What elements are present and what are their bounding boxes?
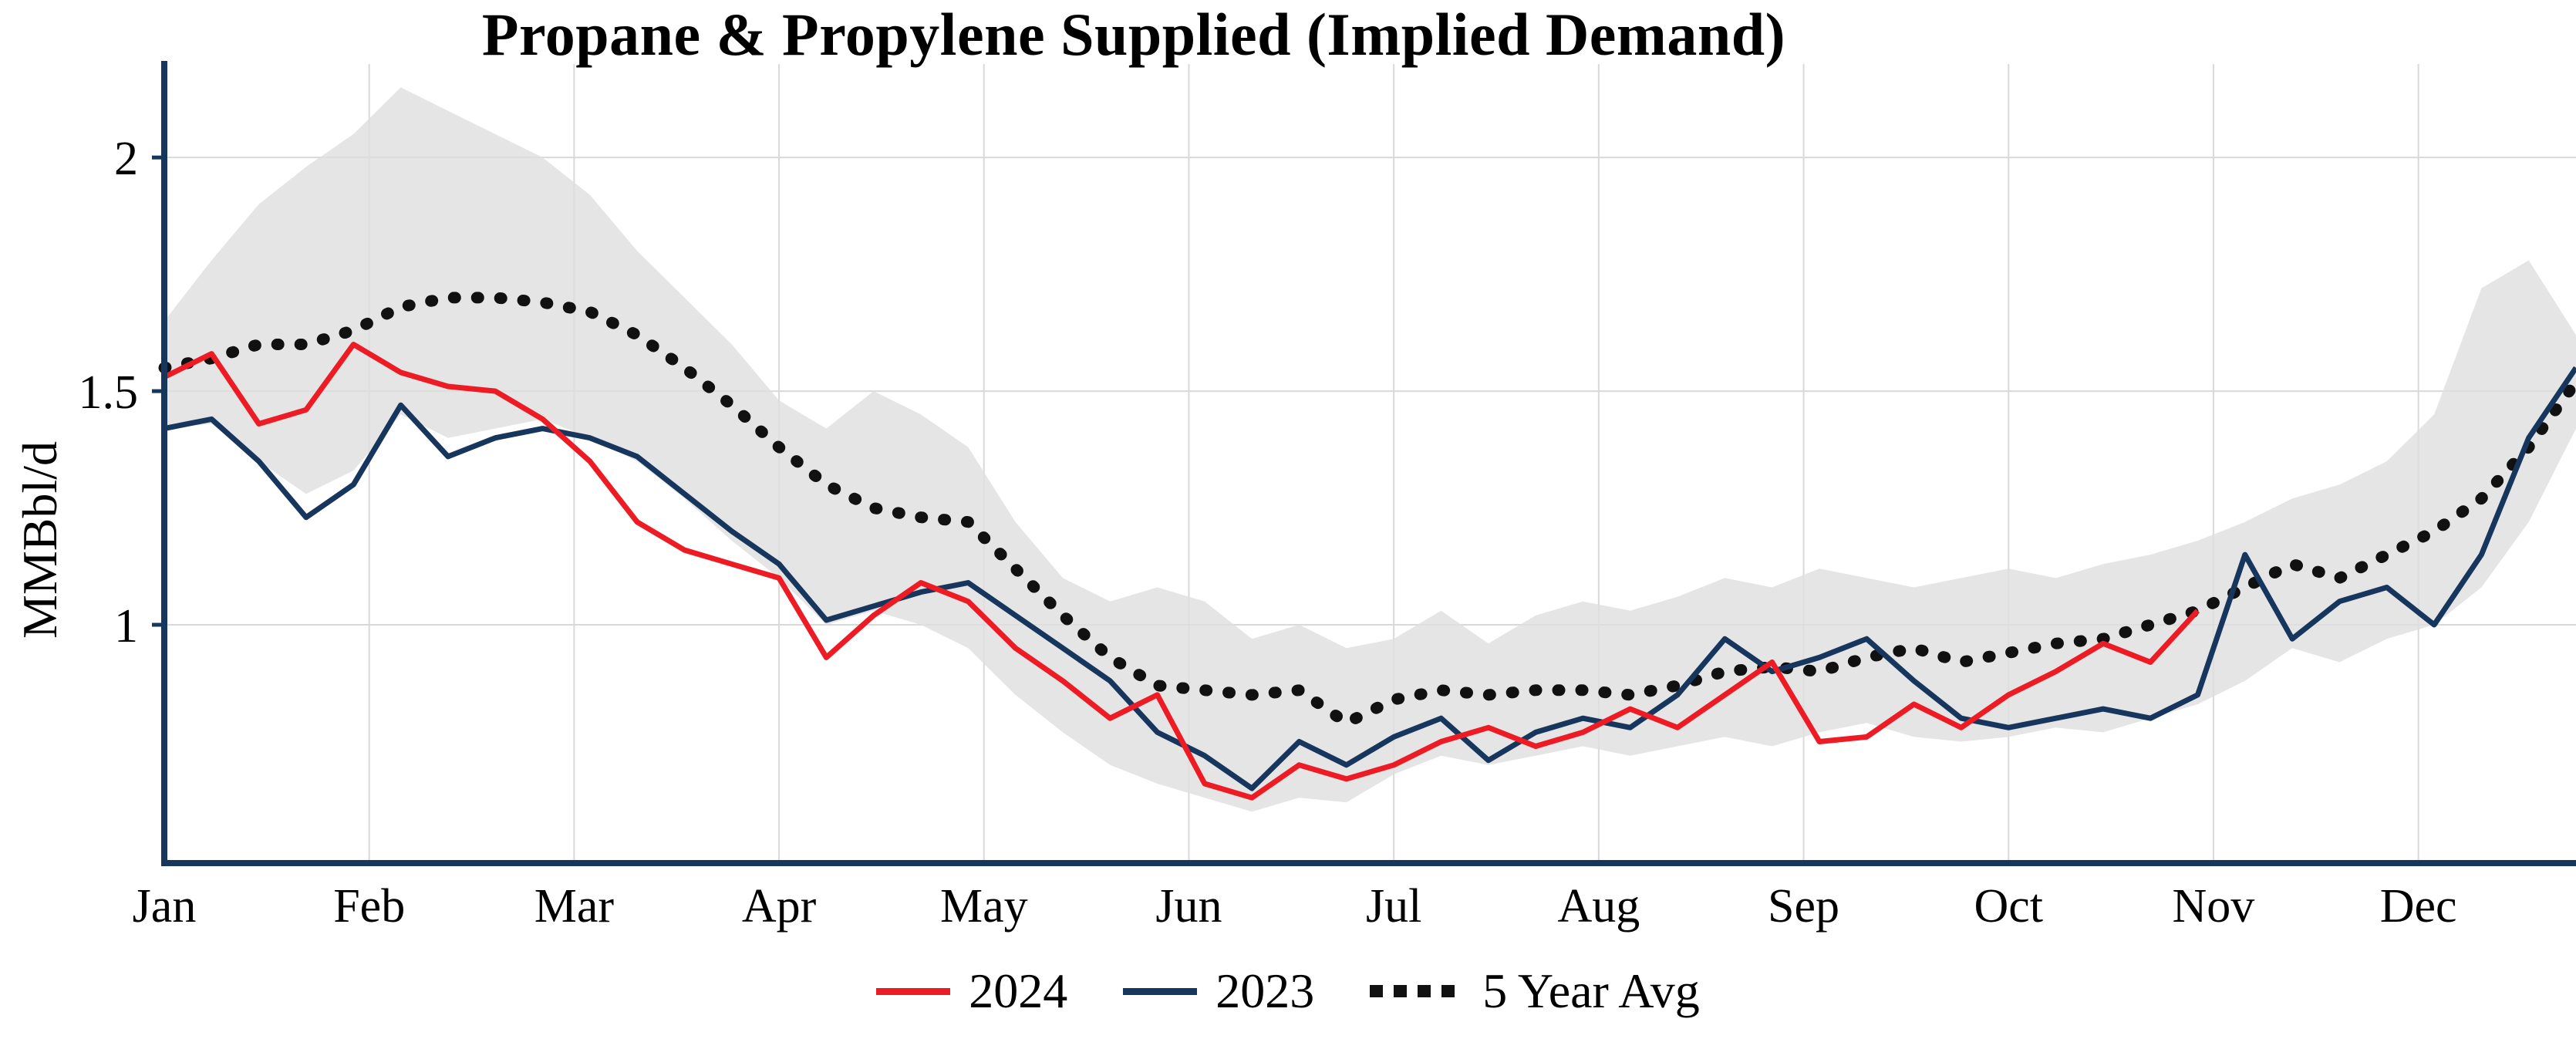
legend-item-5yr-avg: 5 Year Avg (1370, 963, 1700, 1020)
x-month-label: Aug (1557, 880, 1640, 933)
legend-label-2024: 2024 (969, 963, 1068, 1018)
y-tick-label: 1 (114, 600, 138, 653)
legend-item-2024: 2024 (876, 963, 1067, 1020)
x-month-label: Feb (333, 880, 405, 933)
legend-label-5yr-avg: 5 Year Avg (1482, 963, 1700, 1018)
x-month-label: Apr (742, 880, 817, 933)
x-month-label: Sep (1768, 880, 1839, 933)
x-month-label: Oct (1974, 880, 2043, 933)
legend-item-2023: 2023 (1123, 963, 1314, 1020)
series-5yr-avg-line (158, 292, 2576, 729)
series-2024-line (163, 342, 2200, 801)
legend: 2024 2023 5 Year Avg (0, 963, 2576, 1020)
x-month-label: Jan (133, 880, 197, 933)
x-month-label: Jun (1155, 880, 1222, 933)
x-month-label: Nov (2173, 880, 2255, 933)
five-year-range-band (164, 87, 2576, 812)
y-tick-label: 1.5 (79, 366, 139, 419)
series-2023-line (164, 366, 2576, 791)
x-month-label: May (940, 880, 1028, 933)
x-month-label: Jul (1366, 880, 1421, 933)
legend-line-sample-5yr-avg (1370, 985, 1465, 997)
chart-title: Propane & Propylene Supplied (Implied De… (481, 1, 1786, 68)
y-tick-label: 2 (114, 133, 138, 185)
legend-line-sample-2024 (876, 987, 951, 995)
legend-line-sample-2023 (1123, 987, 1198, 995)
x-month-label: Mar (534, 880, 615, 933)
x-month-label: Dec (2380, 880, 2457, 933)
legend-label-2023: 2023 (1216, 963, 1315, 1018)
